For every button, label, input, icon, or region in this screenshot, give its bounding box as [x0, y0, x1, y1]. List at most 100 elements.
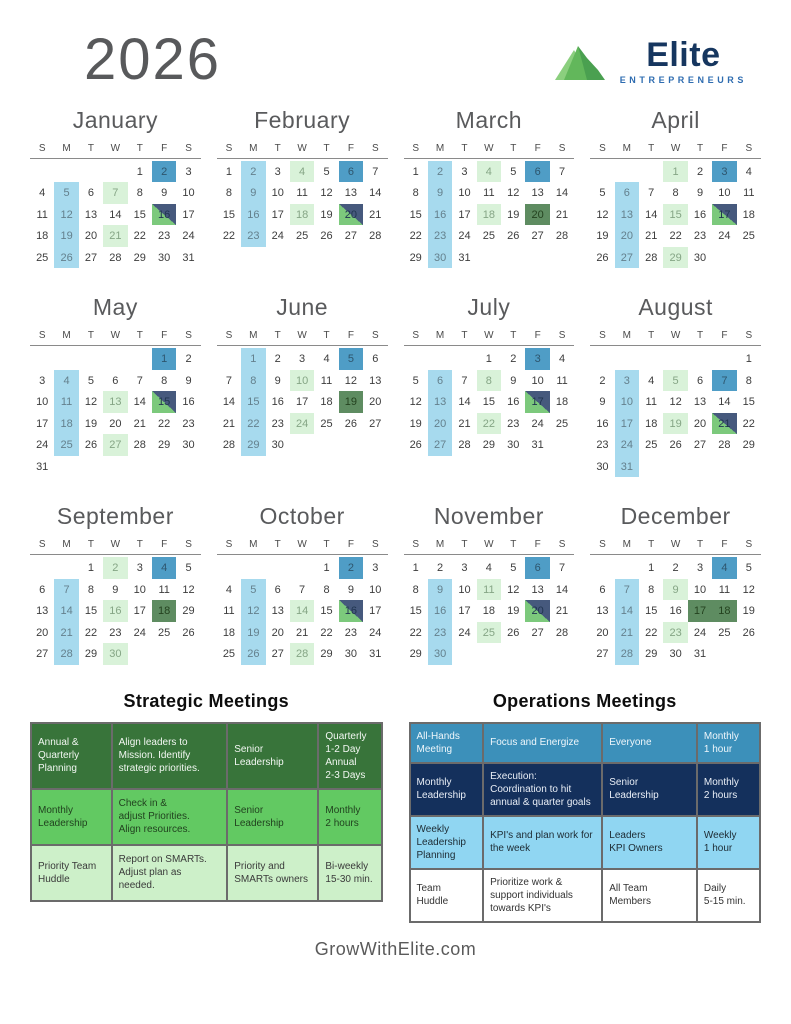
day-cell: 12	[596, 208, 609, 221]
day-cell: 21	[369, 208, 382, 221]
day-cell: 18	[742, 208, 755, 221]
day-cell: 7	[54, 578, 79, 601]
day-cell: 31	[458, 251, 471, 264]
day-cell: 22	[158, 417, 171, 430]
table-cell: Senior Leadership	[601, 761, 698, 817]
day-cell: 3	[696, 562, 704, 575]
dow-label: W	[110, 142, 121, 154]
dow-label: S	[599, 330, 606, 342]
day-cell: 13	[84, 208, 98, 221]
day-cell: 1	[412, 165, 419, 178]
dow-label: S	[38, 142, 46, 154]
day-cell	[363, 434, 387, 456]
day-cell: 13	[344, 187, 358, 200]
day-cell: 11	[223, 605, 235, 618]
day-cell: 4	[323, 353, 330, 366]
day-cell: 8	[225, 187, 232, 200]
day-cell: 5	[745, 562, 752, 575]
day-cell: 4	[151, 557, 177, 579]
dow-label: T	[136, 330, 143, 342]
weeks-grid: 1 2 3 4 5 6 7 8 9 10 11 12 13 14 15 16 17 18 19 20 21 22 23 24 2…	[404, 160, 575, 269]
day-cell: 28	[222, 439, 236, 452]
day-cell: 5	[510, 165, 517, 178]
day-cell	[79, 161, 103, 183]
dow-label: W	[484, 142, 494, 154]
day-cell	[79, 456, 103, 478]
day-cell: 12	[344, 374, 358, 387]
day-cell	[525, 247, 549, 269]
day-cell: 14	[555, 583, 569, 596]
day-cell: 27	[84, 251, 98, 264]
table-cell: Annual & Quarterly Planning	[30, 721, 113, 790]
day-cell: 17	[369, 605, 382, 618]
day-cell: 22	[742, 417, 755, 430]
day-cell	[737, 247, 761, 269]
day-cell: 23	[182, 417, 195, 430]
table-cell: Check in & adjust Priorities. Align reso…	[110, 787, 229, 846]
day-cell: 27	[693, 439, 707, 452]
day-cell: 1	[663, 160, 688, 183]
day-cell: 9	[347, 583, 354, 596]
day-cell: 5	[323, 165, 330, 178]
day-cell: 16	[241, 203, 266, 226]
table-row: Weekly Leadership Planning KPI's and plan…	[408, 814, 762, 870]
dow-label: F	[161, 142, 168, 154]
day-cell: 15	[663, 203, 688, 226]
day-cell: 16	[103, 600, 128, 622]
day-cell: 23	[507, 417, 520, 430]
day-cell: 11	[645, 396, 657, 409]
table-row: Annual & Quarterly Planning Align leaders…	[30, 721, 383, 790]
elite-logo: Elite ENTREPRENEURS	[554, 38, 747, 85]
day-cell	[712, 643, 736, 665]
day-cell: 10	[614, 391, 640, 413]
day-cell: 17	[712, 203, 737, 226]
dow-label: T	[510, 142, 517, 154]
month-july: July S M T W T F S 1 2 3 4 5 6 7 8 9 10 11 12 13 14 15 16 17 18 19…	[403, 294, 575, 477]
day-cell: 18	[36, 230, 49, 243]
day-cell	[452, 643, 476, 665]
day-cell: 6	[599, 583, 606, 596]
footer-link[interactable]: GrowWithElite.com	[314, 938, 477, 959]
day-cell: 8	[87, 583, 95, 596]
day-cell: 14	[555, 187, 569, 200]
dow-label: T	[136, 142, 143, 154]
day-cell: 25	[222, 648, 236, 661]
day-cell	[639, 161, 663, 183]
day-cell: 13	[531, 187, 544, 200]
table-cell: Monthly Leadership	[30, 787, 113, 846]
dow-label: S	[745, 539, 753, 551]
day-cell: 12	[742, 583, 755, 596]
day-cell	[550, 643, 574, 665]
day-cell: 5	[87, 374, 95, 387]
day-cell: 13	[427, 391, 453, 413]
day-cell: 6	[39, 583, 46, 596]
day-cell: 31	[182, 251, 195, 264]
dow-label: F	[721, 330, 728, 342]
month-title: August	[638, 294, 713, 321]
logo-title: Elite	[646, 36, 721, 74]
day-cell: 21	[614, 621, 640, 644]
weeks-grid: 1 2 3 4 5 6 7 8 9 10 11 12 13 14 15 16 17 18 29 20 21 22 23 24 2…	[30, 557, 201, 665]
day-cell: 11	[296, 187, 308, 200]
table-cell: Senior Leadership	[226, 787, 320, 846]
day-cell: 6	[696, 374, 704, 387]
day-cell: 6	[87, 187, 95, 200]
month-title: October	[259, 503, 345, 530]
day-cell: 3	[712, 160, 737, 183]
day-cell: 20	[427, 412, 453, 435]
day-cell: 9	[274, 374, 281, 387]
day-cell: 13	[36, 605, 49, 618]
day-cell: 14	[614, 600, 640, 622]
day-cell: 24	[289, 412, 315, 435]
day-cell	[241, 557, 265, 579]
day-cell	[54, 557, 78, 579]
day-cell: 28	[614, 643, 640, 665]
day-cell: 7	[225, 374, 232, 387]
day-cell	[615, 348, 639, 370]
day-cell: 24	[531, 417, 544, 430]
day-cell: 10	[271, 187, 284, 200]
